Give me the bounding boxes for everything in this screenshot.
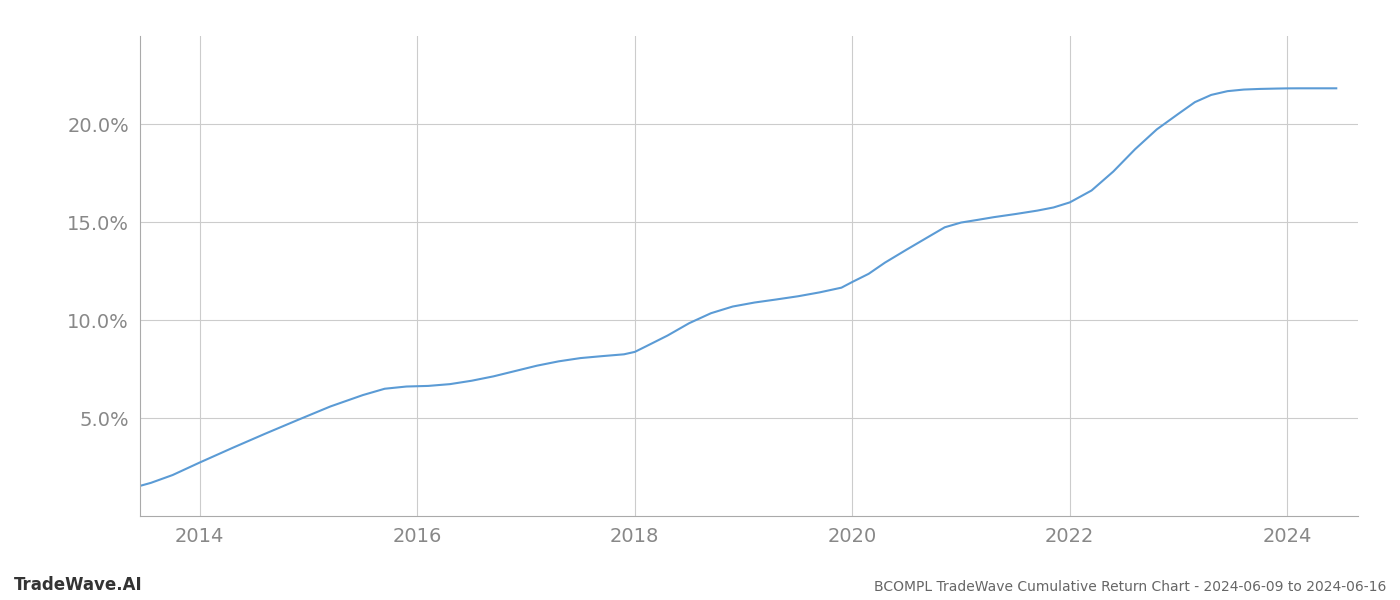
- Text: TradeWave.AI: TradeWave.AI: [14, 576, 143, 594]
- Text: BCOMPL TradeWave Cumulative Return Chart - 2024-06-09 to 2024-06-16: BCOMPL TradeWave Cumulative Return Chart…: [874, 580, 1386, 594]
